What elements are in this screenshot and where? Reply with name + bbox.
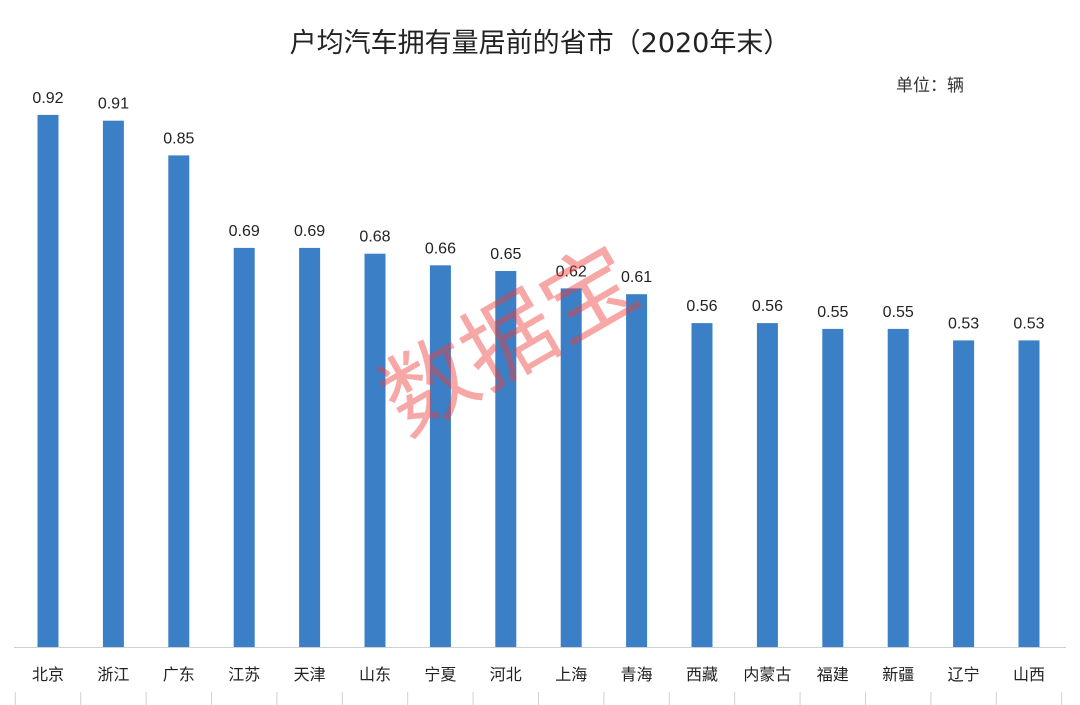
value-label-12: 0.55	[817, 304, 848, 321]
category-label-2: 广东	[163, 665, 195, 684]
value-label-7: 0.65	[490, 246, 521, 263]
bar-5	[364, 253, 386, 647]
value-label-3: 0.69	[229, 223, 260, 240]
bar-2	[168, 155, 190, 647]
category-label-15: 山西	[1013, 665, 1045, 684]
bar-7	[495, 271, 517, 647]
bar-4	[299, 247, 321, 647]
bar-15	[1018, 340, 1040, 647]
value-label-5: 0.68	[359, 229, 390, 246]
bar-13	[887, 328, 909, 647]
category-label-3: 江苏	[228, 665, 260, 684]
category-label-14: 辽宁	[948, 665, 980, 684]
category-label-7: 河北	[490, 665, 522, 684]
category-label-12: 福建	[817, 665, 849, 684]
value-label-13: 0.55	[883, 304, 914, 321]
value-label-0: 0.92	[32, 90, 63, 107]
bar-9	[626, 294, 648, 647]
bar-1	[102, 120, 124, 647]
value-label-9: 0.61	[621, 269, 652, 286]
value-label-11: 0.56	[752, 298, 783, 315]
bar-3	[233, 247, 255, 647]
bars-layer: 0.92 0.91 0.85 0.69 0.69 0.68 0.66 0.65 0.62 0.61…	[32, 90, 1045, 647]
bar-12	[822, 328, 844, 647]
unit-label: 单位：辆	[896, 76, 964, 96]
value-label-4: 0.69	[294, 223, 325, 240]
value-label-14: 0.53	[948, 315, 979, 332]
bar-14	[953, 340, 975, 647]
value-label-6: 0.66	[425, 240, 456, 257]
bar-10	[691, 323, 713, 647]
category-label-1: 浙江	[97, 665, 129, 684]
value-label-1: 0.91	[98, 96, 129, 113]
x-axis: 北京 浙江 广东 江苏 天津 山东 宁夏 河北 上海 青海 西藏 内蒙古 福建 新疆 辽宁 山西	[14, 647, 1066, 705]
chart-title: 户均汽车拥有量居前的省市（2020年末）	[290, 28, 791, 59]
value-label-8: 0.62	[556, 263, 587, 280]
category-label-13: 新疆	[882, 665, 914, 684]
category-label-9: 青海	[621, 665, 653, 684]
category-label-8: 上海	[555, 665, 587, 684]
value-label-10: 0.56	[686, 298, 717, 315]
category-label-4: 天津	[294, 665, 326, 684]
bar-6	[429, 265, 451, 647]
category-label-0: 北京	[32, 665, 64, 684]
category-label-11: 内蒙古	[743, 665, 791, 684]
category-label-10: 西藏	[686, 665, 718, 684]
value-label-2: 0.85	[163, 130, 194, 147]
value-label-15: 0.53	[1013, 315, 1044, 332]
category-label-6: 宁夏	[424, 665, 456, 684]
bar-11	[756, 323, 778, 647]
category-label-5: 山东	[359, 665, 391, 684]
bar-8	[560, 288, 582, 647]
bar-0	[37, 114, 59, 647]
